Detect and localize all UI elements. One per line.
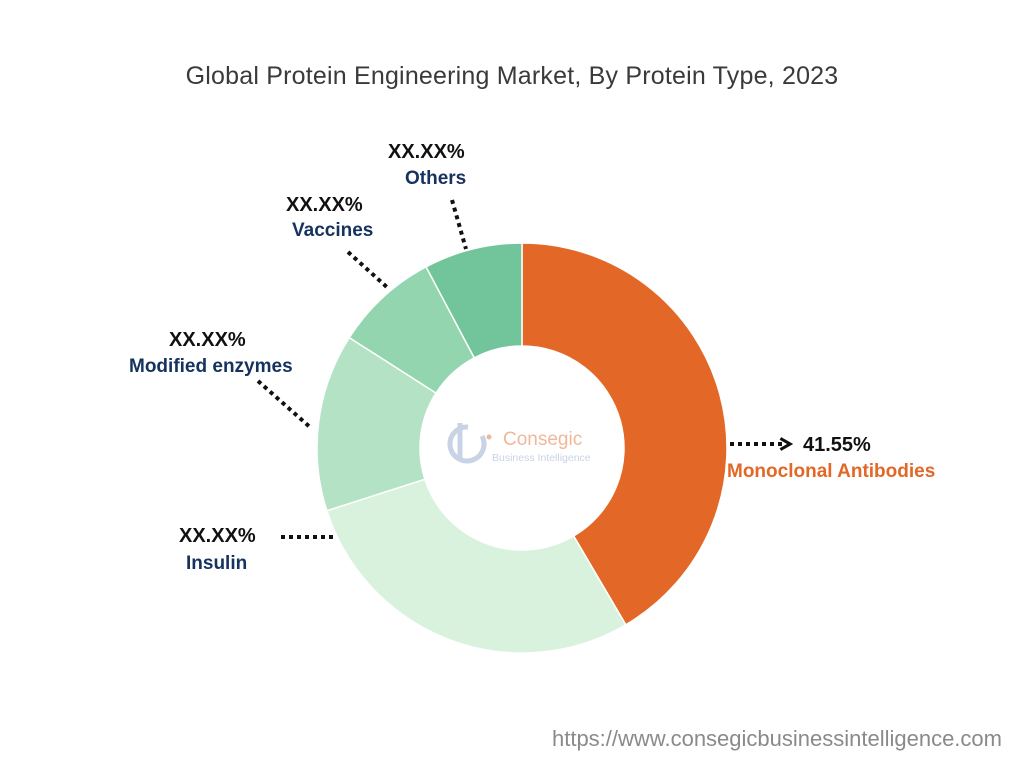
label-cat-others: Others <box>405 168 466 189</box>
donut-slices <box>316 242 728 654</box>
label-pct-monoclonal: 41.55% <box>803 434 871 456</box>
label-pct-modified-enzymes: XX.XX% <box>169 329 246 351</box>
leader-line-vaccines <box>346 250 391 291</box>
leader-line-modified-enzymes <box>256 379 313 430</box>
label-cat-insulin: Insulin <box>186 553 247 574</box>
center-logo: Consegic Business Intelligence <box>447 423 591 464</box>
label-pct-others: XX.XX% <box>388 141 465 163</box>
leader-line-others <box>450 199 468 250</box>
label-pct-insulin: XX.XX% <box>179 525 256 547</box>
label-pct-vaccines: XX.XX% <box>286 194 363 216</box>
chart-title: Global Protein Engineering Market, By Pr… <box>185 62 839 90</box>
slice-others <box>425 242 523 359</box>
slice-modified-enzymes <box>316 336 438 512</box>
source-url: https://www.consegicbusinessintelligence… <box>551 726 1002 751</box>
label-cat-modified-enzymes: Modified enzymes <box>129 356 293 377</box>
slice-insulin <box>325 478 627 654</box>
slice-monoclonal-antibodies <box>521 242 728 626</box>
label-cat-monoclonal: Monoclonal Antibodies <box>727 461 935 482</box>
label-cat-vaccines: Vaccines <box>292 220 373 241</box>
logo-tagline: Business Intelligence <box>492 452 591 464</box>
logo-name: Consegic <box>503 429 582 450</box>
consegic-logo-icon <box>447 423 492 464</box>
